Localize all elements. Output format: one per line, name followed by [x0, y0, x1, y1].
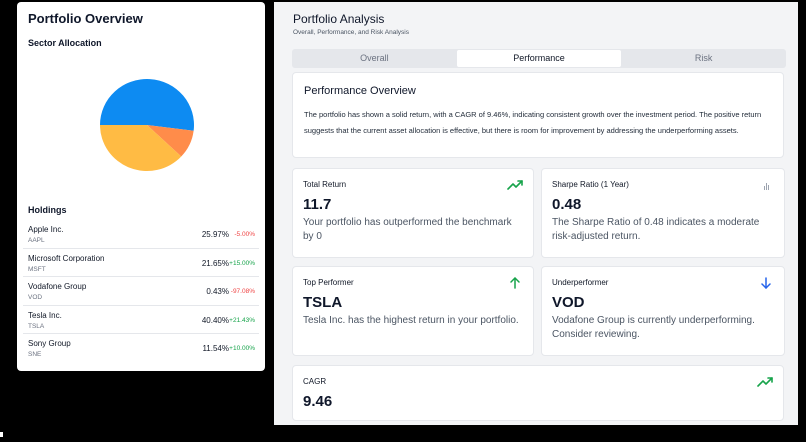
holding-symbol: MSFT — [28, 265, 46, 273]
card-value: 9.46 — [303, 393, 333, 410]
cagr-card: CAGR 9.46 — [292, 365, 784, 421]
top-performer-card: Top Performer TSLA Tesla Inc. has the hi… — [292, 266, 534, 356]
pie-slice-2[interactable] — [100, 125, 182, 171]
overview-heading: Performance Overview — [304, 85, 416, 97]
card-description: Tesla Inc. has the highest return in you… — [303, 315, 519, 326]
holding-symbol: TSLA — [28, 322, 45, 330]
card-value: 0.48 — [552, 196, 582, 213]
holding-change: -5.00% — [234, 231, 255, 238]
holding-percent: 40.40% — [201, 315, 229, 325]
holding-name: Tesla Inc. — [28, 310, 62, 320]
card-label: Underperformer — [552, 278, 609, 287]
panel-title: Portfolio Overview — [28, 11, 143, 26]
holdings-title: Holdings — [28, 205, 67, 215]
sector-allocation-pie[interactable] — [87, 70, 207, 180]
holding-row[interactable]: Apple Inc. AAPL 25.97% -5.00% — [23, 220, 259, 249]
holding-row[interactable]: Vodafone Group VOD 0.43% -97.08% — [23, 277, 259, 306]
arrow-down-icon — [761, 277, 771, 289]
holding-percent: 25.97% — [201, 230, 229, 239]
pie-slice-0[interactable] — [100, 79, 194, 131]
holding-percent: 11.54% — [202, 344, 229, 353]
card-label: Total Return — [303, 180, 347, 189]
total-return-card: Total Return 11.7 Your portfolio has out… — [292, 168, 534, 258]
card-value: 11.7 — [303, 196, 332, 213]
corner-marker — [0, 432, 3, 437]
card-description: The Sharpe Ratio of 0.48 indicates a mod… — [552, 217, 760, 242]
holding-name: Microsoft Corporation — [28, 253, 105, 263]
holding-row[interactable]: Sony Group SNE 11.54% +10.00% — [23, 334, 259, 363]
card-label: Sharpe Ratio (1 Year) — [552, 180, 629, 189]
card-value: VOD — [552, 294, 585, 311]
holdings-list: Apple Inc. AAPL 25.97% -5.00% Microsoft … — [23, 220, 259, 363]
holding-percent: 0.43% — [206, 287, 229, 296]
holding-change: -97.08% — [230, 288, 255, 295]
holding-change: +15.00% — [229, 259, 255, 267]
holding-symbol: AAPL — [28, 237, 45, 244]
analysis-subtitle: Overall, Performance, and Risk Analysis — [293, 29, 409, 36]
analysis-tabs: Overall Performance Risk — [292, 49, 786, 68]
holding-row[interactable]: Tesla Inc. TSLA 40.40% +21.43% — [23, 306, 259, 334]
holding-name: Apple Inc. — [28, 225, 64, 234]
arrow-up-icon — [510, 277, 520, 289]
tab-performance[interactable]: Performance — [456, 50, 622, 67]
holding-percent: 21.65% — [201, 258, 229, 268]
portfolio-overview-panel: Portfolio Overview Sector Allocation Hol… — [17, 2, 265, 371]
trending-up-icon — [757, 377, 773, 387]
card-label: Top Performer — [303, 278, 354, 287]
card-description: Your portfolio has outperformed the benc… — [303, 217, 512, 242]
holding-symbol: SNE — [28, 351, 42, 358]
overview-text: The portfolio has shown a solid return, … — [304, 110, 762, 135]
sector-allocation-title: Sector Allocation — [28, 38, 102, 48]
holding-name: Sony Group — [28, 339, 71, 348]
pie-slice-1[interactable] — [147, 125, 194, 157]
bar-chart-icon — [764, 183, 769, 190]
portfolio-analysis-panel: Portfolio Analysis Overall, Performance,… — [274, 2, 798, 425]
card-value: TSLA — [303, 294, 343, 311]
analysis-title: Portfolio Analysis — [293, 12, 385, 26]
underperformer-card: Underperformer VOD Vodafone Group is cur… — [541, 266, 785, 356]
card-label: CAGR — [303, 377, 327, 386]
performance-overview-card: Performance Overview The portfolio has s… — [292, 72, 784, 158]
holding-change: +21.43% — [229, 316, 255, 324]
sharpe-ratio-card: Sharpe Ratio (1 Year) 0.48 The Sharpe Ra… — [541, 168, 785, 258]
holding-change: +10.00% — [229, 345, 255, 352]
tab-risk[interactable]: Risk — [694, 53, 713, 63]
trending-up-icon — [507, 180, 523, 190]
holding-name: Vodafone Group — [28, 282, 87, 291]
tab-overall[interactable]: Overall — [360, 53, 389, 63]
holding-row[interactable]: Microsoft Corporation MSFT 21.65% +15.00… — [23, 249, 259, 277]
holding-symbol: VOD — [28, 294, 43, 301]
card-description: Vodafone Group is currently underperform… — [552, 315, 755, 340]
